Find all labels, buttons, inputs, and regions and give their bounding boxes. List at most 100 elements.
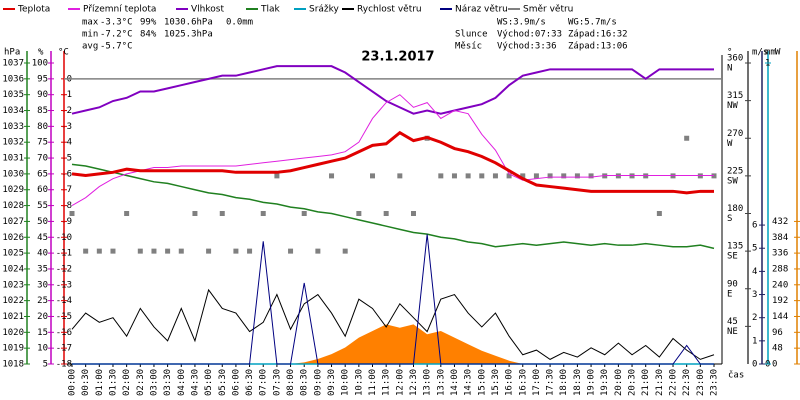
wind-direction-point [588, 173, 594, 179]
x-tick-label: 22:00 [669, 369, 679, 396]
stat-text: min [82, 30, 98, 40]
tick-label: 225 [727, 166, 743, 176]
x-tick-label: 01:00 [95, 369, 105, 396]
x-tick-label: 18:00 [559, 369, 569, 396]
wind-direction-point [124, 211, 130, 216]
legend-label: Rychlost větru [357, 5, 422, 15]
x-tick-label: 18:30 [573, 369, 583, 396]
wind-direction-point [329, 173, 335, 179]
wind-direction-point [110, 248, 116, 254]
x-tick-label: 06:30 [245, 369, 255, 396]
x-tick-label: 14:00 [450, 369, 460, 396]
wind-direction-point [492, 173, 498, 179]
moon-stat: Východ:3:36 [497, 42, 557, 52]
tick-label: 288 [772, 264, 788, 274]
tick-label: 240 [772, 280, 788, 290]
x-tick-label: 03:00 [149, 369, 159, 396]
sun-stat: Západ:16:32 [568, 30, 628, 40]
x-tick-label: 22:30 [682, 369, 692, 396]
x-tick-label: 03:30 [163, 369, 173, 396]
tick-label: 1021 [2, 312, 24, 322]
stat-text: 1030.6hPa [164, 18, 213, 28]
x-tick-label: 08:30 [300, 369, 310, 396]
tick-label: 1020 [2, 328, 24, 338]
axis-header: °C [58, 48, 69, 58]
wind-direction-point [178, 248, 184, 254]
x-tick-label: 09:00 [313, 369, 323, 396]
tick-label: 1018 [2, 360, 24, 370]
compass-label: E [727, 289, 732, 299]
wind-direction-point [383, 211, 389, 216]
tick-label: -11 [56, 249, 72, 259]
tick-label: 70 [37, 154, 48, 164]
stat-text: max [82, 18, 99, 28]
tick-label: 144 [772, 312, 788, 322]
legend-label: Přízemní teplota [83, 5, 156, 15]
wind-direction-point [83, 248, 89, 254]
x-tick-label: 07:30 [272, 369, 282, 396]
tick-label: 80 [37, 122, 48, 132]
tick-label: 1030 [2, 169, 24, 179]
tick-label: 360 [727, 54, 743, 64]
x-tick-label: 12:00 [395, 369, 405, 396]
tick-label: 6 [752, 221, 757, 231]
tick-label: 192 [772, 296, 788, 306]
wind-direction-point [151, 248, 157, 254]
x-tick-label: 20:00 [614, 369, 624, 396]
tick-label: 50 [37, 217, 48, 227]
stat-text: avg [82, 42, 98, 52]
tick-label: 15 [37, 328, 48, 338]
wind-stat: WG:5.7m/s [568, 18, 617, 28]
series-line [71, 94, 714, 207]
axis-header: ° [727, 48, 732, 58]
tick-label: 1026 [2, 233, 24, 243]
x-tick-label: 01:30 [108, 369, 118, 396]
wind-direction-point [410, 211, 416, 216]
x-tick-label: 04:00 [177, 369, 187, 396]
wind-direction-point [533, 173, 539, 179]
tick-label: 315 [727, 91, 743, 101]
x-tick-label: 04:30 [190, 369, 200, 396]
x-tick-label: 16:00 [505, 369, 515, 396]
wind-direction-point [165, 248, 171, 254]
tick-label: 1036 [2, 74, 24, 84]
tick-label: 135 [727, 242, 743, 252]
wind-direction-point [451, 173, 457, 179]
wind-direction-point [288, 248, 294, 254]
x-tick-label: 02:30 [136, 369, 146, 396]
x-tick-label: 00:00 [68, 369, 78, 396]
compass-label: SW [727, 176, 738, 186]
x-tick-label: 23:00 [696, 369, 706, 396]
tick-label: 0 [772, 360, 777, 370]
wind-direction-point [192, 211, 198, 216]
compass-label: W [727, 139, 733, 149]
x-tick-label: 20:30 [628, 369, 638, 396]
series-line [71, 288, 715, 360]
wind-direction-point [506, 173, 512, 179]
tick-label: 1037 [2, 59, 24, 69]
compass-label: NW [727, 101, 738, 111]
x-tick-label: 06:00 [231, 369, 241, 396]
wind-direction-point [260, 211, 266, 216]
sun-stat: Východ:07:33 [497, 30, 562, 40]
sun-stat: Slunce [455, 30, 488, 40]
tick-label: 384 [772, 233, 788, 243]
x-tick-label: 02:00 [122, 369, 132, 396]
x-tick-label: 11:00 [368, 369, 378, 396]
x-tick-label: 07:00 [259, 369, 269, 396]
x-tick-label: 19:00 [587, 369, 597, 396]
tick-label: 3 [752, 290, 757, 300]
tick-label: 1033 [2, 122, 24, 132]
tick-label: 1022 [2, 296, 24, 306]
tick-label: 1 [752, 336, 757, 346]
tick-label: 5 [43, 360, 48, 370]
x-tick-label: 21:30 [655, 369, 665, 396]
axis-header: W [775, 48, 781, 58]
compass-label: N [727, 64, 732, 74]
x-tick-label: 13:00 [423, 369, 433, 396]
series-line [71, 130, 714, 195]
compass-label: NE [727, 327, 738, 337]
x-tick-label: 13:30 [436, 369, 446, 396]
tick-label: 60 [37, 185, 48, 195]
